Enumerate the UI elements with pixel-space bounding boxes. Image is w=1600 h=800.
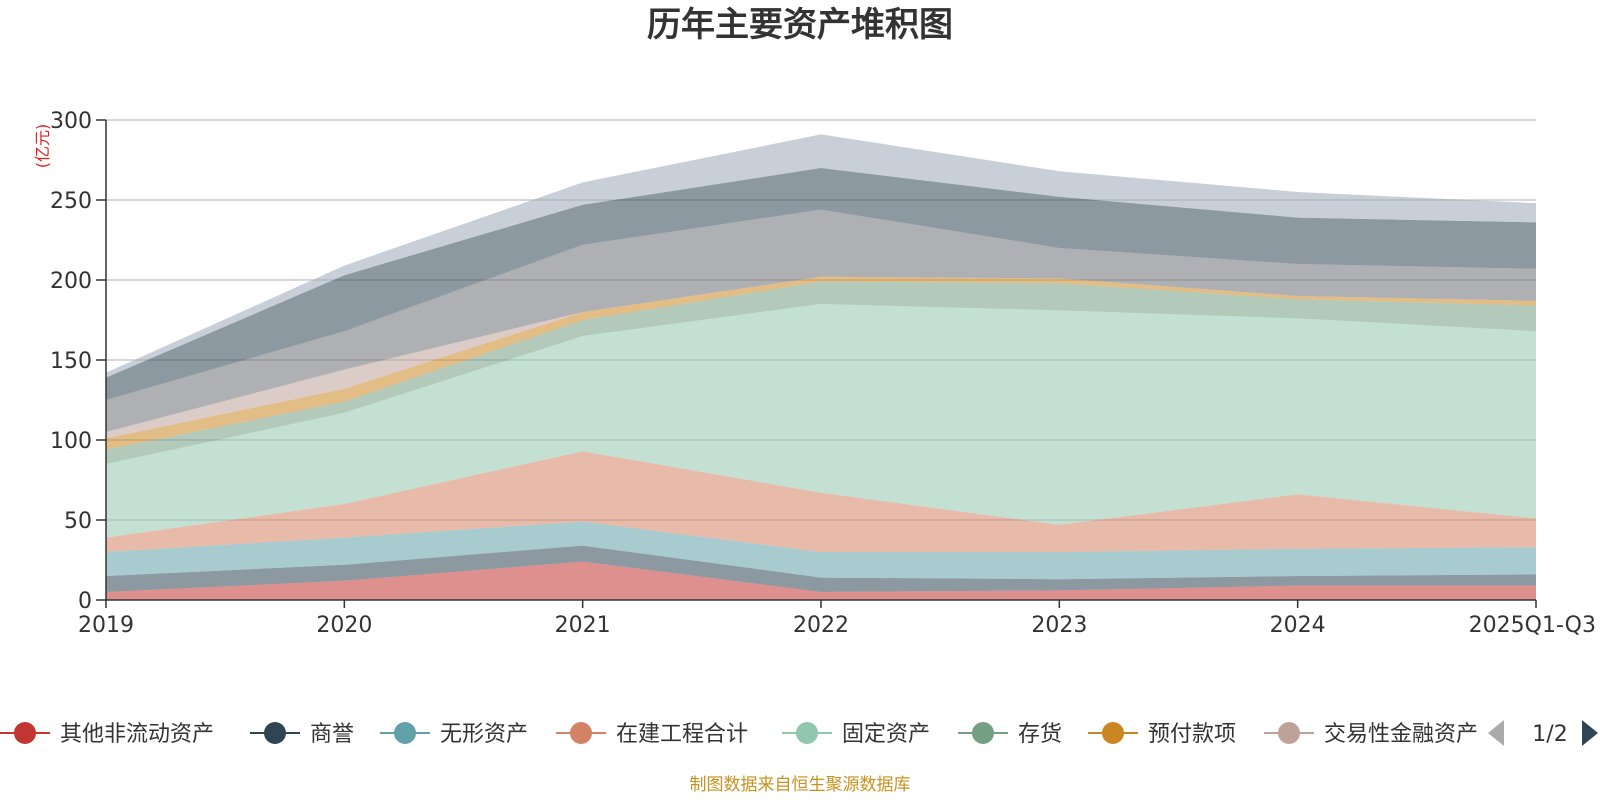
legend-label: 交易性金融资产: [1324, 722, 1478, 747]
axes: 0 50 100 150 200 250 300 2019 2020 2021 2022 2023 20…: [50, 109, 1596, 638]
data-source-note: 制图数据来自恒生聚源数据库: [690, 775, 911, 795]
legend-item[interactable]: 无形资产: [380, 722, 528, 747]
legend-label: 在建工程合计: [616, 722, 748, 747]
y-tick-label: 300: [50, 109, 92, 134]
x-tick-label: 2024: [1270, 613, 1326, 638]
area-series-1: [106, 545, 1536, 592]
y-axis-unit-label: (亿元): [33, 124, 52, 169]
area-series-4: [106, 304, 1536, 538]
legend-page-indicator: 1/2: [1532, 722, 1567, 747]
x-tick-label: 2019: [78, 613, 134, 638]
legend-next-page-icon[interactable]: [1582, 720, 1598, 746]
legend-label: 商誉: [310, 722, 354, 747]
y-tick-label: 100: [50, 429, 92, 454]
y-tick-label: 50: [64, 509, 92, 534]
legend-dot-icon: [1102, 722, 1124, 744]
legend-item[interactable]: 商誉: [250, 722, 354, 747]
area-series-3: [106, 451, 1536, 552]
x-tick-label: 2022: [793, 613, 849, 638]
legend-dot-icon: [14, 722, 36, 744]
legend-label: 其他非流动资产: [60, 722, 214, 747]
x-tick-label: 2023: [1031, 613, 1087, 638]
area-series-2: [106, 521, 1536, 580]
area-series-8: [106, 209, 1536, 432]
legend-item[interactable]: 在建工程合计: [556, 722, 748, 747]
area-series-10: [106, 134, 1536, 378]
legend-dot-icon: [264, 722, 286, 744]
y-tick-label: 200: [50, 269, 92, 294]
area-series-layer: [106, 134, 1536, 600]
legend-label: 无形资产: [440, 722, 528, 747]
legend-prev-page-icon[interactable]: [1488, 720, 1504, 746]
legend-dot-icon: [796, 722, 818, 744]
y-tick-label: 150: [50, 349, 92, 374]
legend-label: 预付款项: [1148, 722, 1236, 747]
legend-item[interactable]: 其他非流动资产: [0, 722, 214, 747]
legend-dot-icon: [394, 722, 416, 744]
x-tick-label: 2025Q1-Q3: [1469, 613, 1596, 638]
y-tick-label: 250: [50, 189, 92, 214]
legend-item[interactable]: 交易性金融资产: [1264, 722, 1478, 747]
chart-title: 历年主要资产堆积图: [647, 5, 953, 45]
x-tick-label: 2020: [316, 613, 372, 638]
legend-label: 固定资产: [842, 722, 930, 747]
legend-item[interactable]: 预付款项: [1088, 722, 1236, 747]
legend-dot-icon: [1278, 722, 1300, 744]
legend-label: 存货: [1018, 722, 1062, 747]
area-series-9: [106, 168, 1536, 400]
legend-dot-icon: [570, 722, 592, 744]
y-tick-label: 0: [78, 589, 92, 614]
x-tick-label: 2021: [555, 613, 611, 638]
legend: 其他非流动资产 商誉 无形资产 在建工程合计 固定资产 存货 预付款项 交易性金融资产 1/2: [0, 720, 1598, 747]
area-series-0: [106, 561, 1536, 600]
legend-item[interactable]: 存货: [958, 722, 1062, 747]
legend-item[interactable]: 固定资产: [782, 722, 930, 747]
legend-dot-icon: [972, 722, 994, 744]
